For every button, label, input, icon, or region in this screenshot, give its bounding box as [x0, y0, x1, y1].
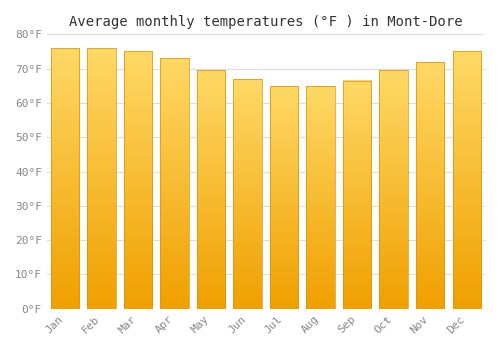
Bar [306, 86, 335, 309]
Bar [343, 80, 372, 309]
Bar [416, 62, 444, 309]
Bar [452, 51, 481, 309]
Bar [124, 51, 152, 309]
Bar [197, 70, 226, 309]
Bar [380, 70, 408, 309]
Bar [88, 48, 116, 309]
Bar [160, 58, 189, 309]
Bar [51, 48, 80, 309]
Bar [234, 79, 262, 309]
Bar [270, 86, 298, 309]
Title: Average monthly temperatures (°F ) in Mont-Dore: Average monthly temperatures (°F ) in Mo… [69, 15, 462, 29]
